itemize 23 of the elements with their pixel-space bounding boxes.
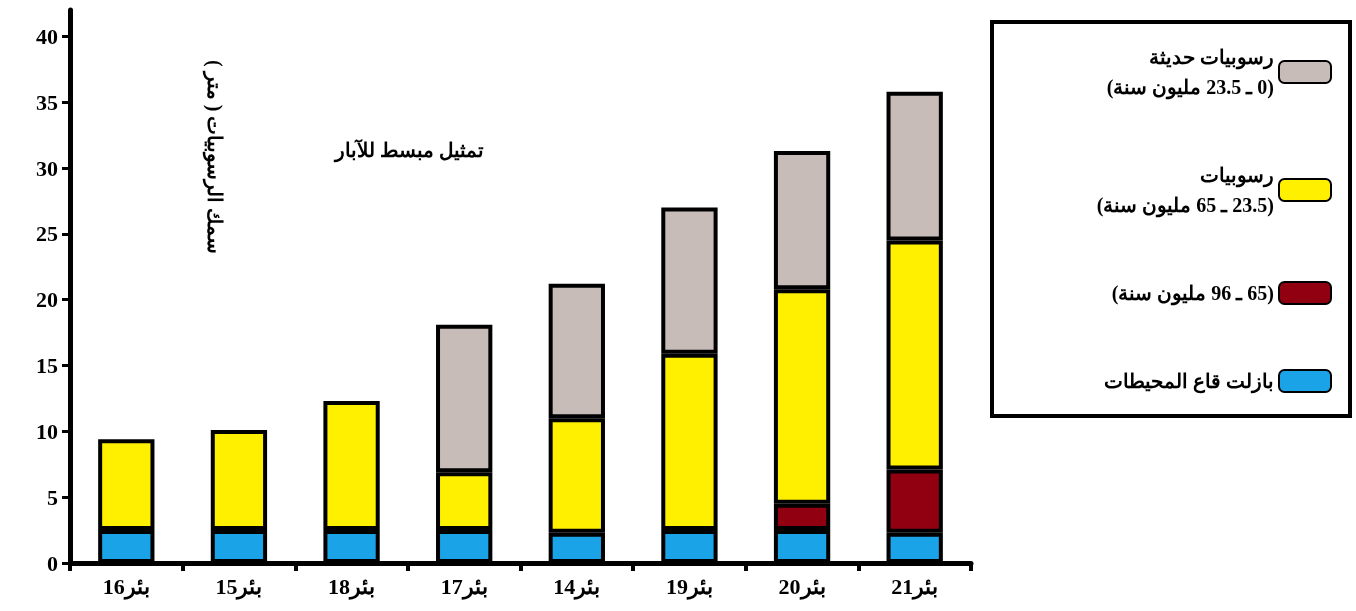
y-tick-label: 35: [36, 89, 58, 115]
x-tick-label: بئر15: [215, 573, 263, 600]
y-tick-label: 15: [36, 353, 58, 378]
y-axis-title: سمك الرسوبيات ( متر ): [202, 60, 226, 255]
y-tick-label: 10: [36, 418, 58, 444]
text: تمثيل مبسط للآبار: [333, 138, 484, 163]
legend-label: رسوبيات (23.5 ـ 65 مليون سنة): [1096, 164, 1274, 218]
y-tick-label: 5: [47, 484, 58, 510]
y-tick-label: 25: [36, 221, 58, 247]
x-tick-label: بئر14: [553, 573, 601, 600]
x-tick-label: بئر17: [440, 573, 488, 600]
y-tick-label: 30: [36, 155, 58, 181]
x-tick-label: بئر20: [778, 573, 826, 600]
y-tick-label: 20: [36, 287, 58, 313]
legend-label: رسوبيات حديثة (0 ـ 23.5 مليون سنة): [1106, 46, 1274, 100]
y-tick-label: 40: [36, 23, 58, 49]
x-tick-label: بئر21: [891, 573, 939, 600]
legend-label: (65 ـ 96 مليون سنة): [1111, 282, 1274, 306]
x-tick-label: بئر16: [102, 573, 150, 600]
y-tick-label: 0: [47, 550, 58, 576]
x-tick-label: بئر19: [665, 573, 713, 600]
legend-label: بازلت قاع المحيطات: [1104, 370, 1274, 394]
x-tick-label: بئر18: [328, 573, 376, 600]
